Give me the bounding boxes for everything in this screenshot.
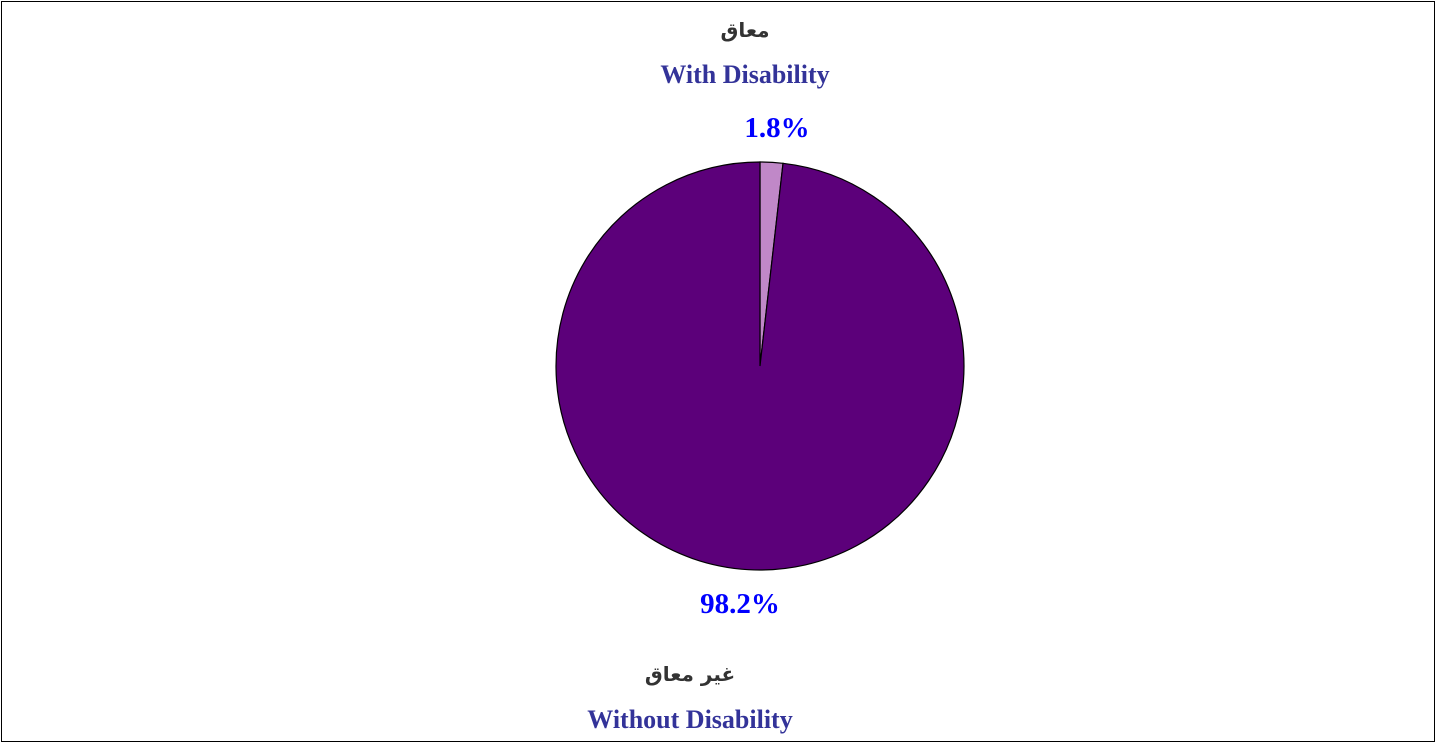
slice-label-without-disability-en: Without Disability [587,705,793,734]
pie-slices [555,161,965,571]
slice-label-with-disability-ar: معاق [720,18,770,42]
data-label-with-disability: 1.8% [744,112,810,144]
data-label-without-disability: 98.2% [700,588,780,620]
pie-slice-without-disability [555,161,965,571]
slice-label-with-disability-en: With Disability [660,60,830,89]
slice-label-without-disability-ar: غير معاق [644,662,736,686]
